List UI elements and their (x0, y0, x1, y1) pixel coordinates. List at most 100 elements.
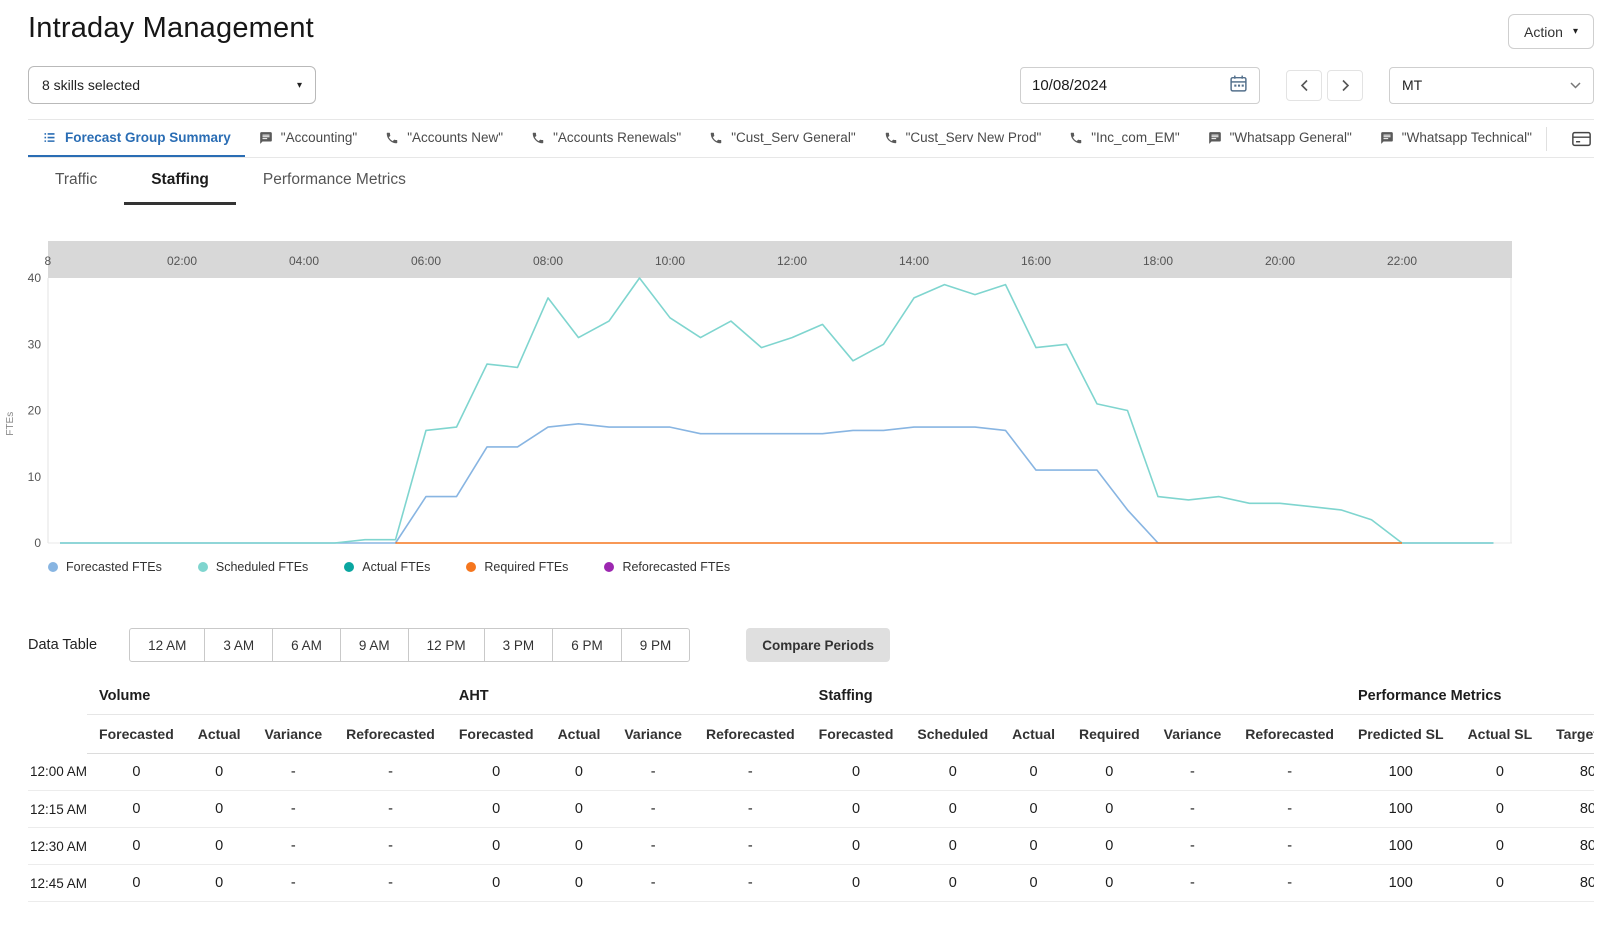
table-cell: 0 (446, 827, 546, 865)
timezone-value: MT (1402, 77, 1423, 93)
table-cell: - (612, 827, 694, 865)
tab-performance-metrics[interactable]: Performance Metrics (262, 171, 406, 188)
y-axis-title: FTEs (5, 412, 16, 436)
table-cell: - (334, 753, 447, 791)
table-cell: - (1233, 790, 1346, 828)
table-cell: - (252, 753, 335, 791)
table-cell: 0 (905, 790, 1001, 828)
phone-icon (386, 132, 398, 143)
x-axis-tick-label: 22:00 (1387, 254, 1417, 268)
filter-bar: 8 skills selected ▾ 10/08/2024 (28, 66, 1594, 104)
y-axis-tick-label: 20 (28, 404, 42, 418)
legend-label: Actual FTEs (362, 560, 431, 574)
time-range-button-12-pm[interactable]: 12 PM (407, 628, 485, 662)
previous-day-button[interactable] (1286, 69, 1322, 101)
table-cell: 0 (1066, 864, 1152, 902)
table-cell: 0 (806, 864, 906, 902)
table-cell: 100 (1345, 790, 1456, 828)
legend-item-forecasted-ftes[interactable]: Forecasted FTEs (48, 560, 162, 574)
skills-dropdown[interactable]: 8 skills selected ▾ (28, 66, 316, 104)
time-range-button-9-am[interactable]: 9 AM (339, 628, 409, 662)
column-header-actual: Actual (545, 714, 613, 754)
time-range-button-3-am[interactable]: 3 AM (204, 628, 274, 662)
column-header-scheduled: Scheduled (905, 714, 1001, 754)
group-tab-whatsapp-technical[interactable]: "Whatsapp Technical" (1366, 120, 1546, 157)
time-range-button-6-pm[interactable]: 6 PM (552, 628, 622, 662)
legend-item-actual-ftes[interactable]: Actual FTEs (344, 560, 430, 574)
column-header-target-sl: Target SL (1544, 714, 1594, 754)
column-header-reforecasted: Reforecasted (1233, 714, 1346, 754)
view-tab-bar: Traffic Staffing Performance Metrics (28, 158, 1594, 205)
table-cell: - (334, 790, 447, 828)
tab-staffing[interactable]: Staffing (124, 158, 236, 205)
next-day-button[interactable] (1327, 69, 1363, 101)
table-cell: 0 (545, 827, 613, 865)
time-axis-band (48, 241, 1512, 278)
page-header: Intraday Management Action ▾ (28, 0, 1594, 49)
time-range-button-6-am[interactable]: 6 AM (272, 628, 341, 662)
table-cell: 0 (87, 864, 186, 902)
legend-item-reforecasted-ftes[interactable]: Reforecasted FTEs (604, 560, 730, 574)
time-range-button-9-pm[interactable]: 9 PM (620, 628, 691, 662)
compare-periods-button[interactable]: Compare Periods (746, 628, 891, 662)
legend-dot-icon (197, 562, 208, 572)
table-cell: - (252, 864, 335, 902)
tab-strip-right (1545, 120, 1616, 157)
table-column-header-row: Forecasted Actual Variance Reforecasted Fore… (28, 714, 1594, 754)
date-value: 10/08/2024 (1032, 76, 1108, 94)
row-time-label: 12:15 AM (28, 790, 88, 828)
table-cell: 0 (1066, 827, 1152, 865)
chevron-down-icon (1570, 81, 1581, 89)
card-view-button[interactable] (1547, 129, 1616, 149)
calendar-icon[interactable] (1229, 74, 1248, 97)
table-cell: - (1233, 753, 1346, 791)
group-tab-inc-com-em[interactable]: "Inc_com_EM" (1055, 120, 1193, 157)
table-cell: 0 (806, 753, 906, 791)
legend-item-scheduled-ftes[interactable]: Scheduled FTEs (197, 560, 308, 574)
column-header-reforecasted: Reforecasted (693, 714, 807, 754)
table-cell: 0 (905, 753, 1001, 791)
column-header-variance: Variance (612, 714, 694, 754)
legend-dot-icon (48, 562, 58, 572)
time-column-spacer (28, 715, 87, 754)
timezone-select[interactable]: MT (1389, 66, 1594, 104)
action-button[interactable]: Action ▾ (1508, 14, 1594, 49)
series-line-forecasted-ftes (60, 423, 1494, 544)
time-range-button-group: 12 AM 3 AM 6 AM 9 AM 12 PM 3 PM 6 PM 9 PM (129, 628, 691, 662)
table-cell: - (1233, 827, 1346, 865)
legend-label: Forecasted FTEs (66, 560, 162, 574)
time-range-button-3-pm[interactable]: 3 PM (483, 628, 554, 662)
table-cell: 0 (185, 753, 253, 791)
table-cell: 0 (446, 753, 546, 791)
table-cell: 0 (545, 864, 613, 902)
legend-dot-icon (344, 562, 355, 572)
column-header-forecasted: Forecasted (446, 714, 546, 754)
group-tab-label: "Cust_Serv New Prod" (905, 130, 1042, 145)
group-tab-cust-serv-new-prod[interactable]: "Cust_Serv New Prod" (870, 120, 1056, 157)
tab-traffic[interactable]: Traffic (55, 171, 98, 188)
column-header-forecasted: Forecasted (806, 714, 906, 754)
column-header-reforecasted: Reforecasted (334, 714, 447, 754)
group-tab-accounting[interactable]: "Accounting" (245, 120, 371, 157)
chevron-right-icon (1341, 79, 1349, 91)
group-tab-cust-serv-general[interactable]: "Cust_Serv General" (695, 120, 869, 157)
time-range-button-12-am[interactable]: 12 AM (129, 628, 206, 662)
group-tab-accounts-renewals[interactable]: "Accounts Renewals" (517, 120, 695, 157)
legend-item-required-ftes[interactable]: Required FTEs (466, 560, 568, 574)
chat-icon (1208, 131, 1221, 144)
group-tab-forecast-group-summary[interactable]: Forecast Group Summary (28, 120, 245, 157)
date-picker-input[interactable]: 10/08/2024 (1020, 66, 1260, 104)
chat-icon (1380, 131, 1393, 144)
column-group-aht: AHT (446, 676, 807, 715)
table-cell: 0 (905, 864, 1001, 902)
date-step-buttons (1286, 69, 1363, 101)
group-tab-label: Forecast Group Summary (65, 130, 231, 145)
group-tab-accounts-new[interactable]: "Accounts New" (371, 120, 517, 157)
group-tab-whatsapp-general[interactable]: "Whatsapp General" (1194, 120, 1366, 157)
chat-icon (259, 131, 272, 144)
legend-dot-icon (466, 562, 477, 572)
intraday-management-page: Intraday Management Action ▾ 8 skills se… (5, 0, 1616, 902)
table-cell: 0 (185, 790, 253, 828)
table-cell: - (334, 864, 447, 902)
